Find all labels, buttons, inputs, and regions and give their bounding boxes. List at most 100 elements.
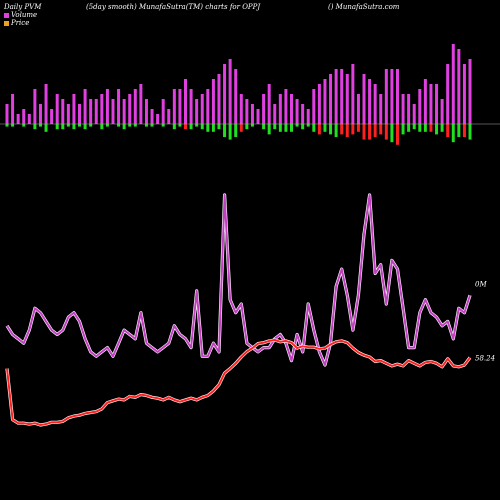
volume-bar-up bbox=[100, 94, 104, 124]
volume-bar-up bbox=[5, 104, 9, 124]
volume-bar-down bbox=[278, 124, 282, 132]
volume-bar-up bbox=[262, 94, 266, 124]
volume-bar-up bbox=[423, 79, 427, 124]
volume-bar-down bbox=[239, 124, 243, 132]
volume-bar-down bbox=[395, 124, 399, 145]
volume-bar-up bbox=[373, 84, 377, 124]
volume-bar-up bbox=[78, 104, 82, 124]
volume-bar-up bbox=[211, 79, 215, 124]
volume-bar-up bbox=[228, 59, 232, 124]
volume-bar-down bbox=[66, 124, 70, 127]
volume-bar-up bbox=[284, 89, 288, 124]
volume-bar-up bbox=[172, 89, 176, 124]
volume-bar-down bbox=[457, 124, 461, 137]
volume-bar-up bbox=[22, 109, 26, 124]
volume-bar-up bbox=[323, 79, 327, 124]
volume-bar-up bbox=[200, 94, 204, 124]
volume-bar-up bbox=[384, 69, 388, 124]
volume-bar-down bbox=[423, 124, 427, 132]
volume-bar-down bbox=[451, 124, 455, 143]
volume-bar-up bbox=[111, 99, 115, 124]
volume-bar-up bbox=[412, 104, 416, 124]
volume-bar-up bbox=[139, 84, 143, 124]
volume-bar-down bbox=[44, 124, 48, 132]
volume-bar-up bbox=[457, 49, 461, 124]
volume-bar-down bbox=[345, 124, 349, 137]
volume-bar-down bbox=[429, 124, 433, 132]
volume-bar-up bbox=[256, 109, 260, 124]
volume-bar-down bbox=[390, 124, 394, 143]
volume-bar-up bbox=[429, 84, 433, 124]
volume-bar-down bbox=[5, 124, 9, 127]
volume-bar-up bbox=[178, 89, 182, 124]
volume-bar-down bbox=[228, 124, 232, 140]
volume-bars bbox=[5, 44, 472, 145]
volume-bar-down bbox=[368, 124, 372, 140]
volume-bar-up bbox=[301, 104, 305, 124]
volume-bar-up bbox=[16, 114, 20, 124]
volume-bar-up bbox=[334, 69, 338, 124]
volume-bar-down bbox=[38, 124, 42, 127]
legend-price-swatch bbox=[4, 20, 9, 26]
volume-bar-up bbox=[250, 104, 254, 124]
volume-bar-down bbox=[250, 124, 254, 127]
volume-bar-down bbox=[122, 124, 126, 130]
volume-bar-up bbox=[223, 64, 227, 124]
volume-bar-up bbox=[306, 109, 310, 124]
volume-bar-down bbox=[61, 124, 65, 130]
volume-bar-up bbox=[289, 94, 293, 124]
volume-bar-up bbox=[128, 94, 132, 124]
volume-bar-down bbox=[329, 124, 333, 135]
volume-bar-up bbox=[278, 94, 282, 124]
volume-bar-up bbox=[33, 89, 37, 124]
volume-bar-up bbox=[435, 84, 439, 124]
volume-bar-up bbox=[50, 109, 54, 124]
legend-volume-label: Volume bbox=[11, 11, 38, 19]
legend-price: Price bbox=[4, 19, 29, 27]
volume-bar-up bbox=[189, 89, 193, 124]
volume-bar-up bbox=[83, 89, 87, 124]
volume-bar-up bbox=[122, 99, 126, 124]
volume-bar-up bbox=[395, 69, 399, 124]
volume-bar-up bbox=[206, 89, 210, 124]
volume-bar-down bbox=[284, 124, 288, 132]
volume-bar-up bbox=[446, 64, 450, 124]
volume-bar-up bbox=[468, 59, 472, 124]
volume-bar-up bbox=[340, 69, 344, 124]
volume-bar-down bbox=[211, 124, 215, 132]
volume-bar-up bbox=[55, 94, 59, 124]
volume-bar-down bbox=[440, 124, 444, 132]
volume-bar-down bbox=[189, 124, 193, 130]
legend-volume: Volume bbox=[4, 11, 37, 19]
volume-bar-up bbox=[401, 94, 405, 124]
volume-bar-up bbox=[11, 94, 15, 124]
volume-bar-down bbox=[373, 124, 377, 137]
volume-bar-up bbox=[167, 109, 171, 124]
volume-bar-down bbox=[117, 124, 121, 127]
volume-bar-down bbox=[418, 124, 422, 132]
volume-bar-up bbox=[105, 89, 109, 124]
volume-bar-up bbox=[407, 94, 411, 124]
volume-bar-down bbox=[195, 124, 199, 127]
volume-bar-down bbox=[468, 124, 472, 140]
volume-bar-up bbox=[94, 99, 98, 124]
volume-end-label: 0M bbox=[475, 280, 487, 288]
volume-bar-up bbox=[356, 94, 360, 124]
volume-bar-up bbox=[368, 79, 372, 124]
volume-bar-up bbox=[72, 94, 76, 124]
volume-bar-down bbox=[334, 124, 338, 137]
volume-bar-up bbox=[234, 69, 238, 124]
volume-bar-down bbox=[161, 124, 165, 127]
volume-bar-up bbox=[295, 99, 299, 124]
chart-header-left: Daily PVM bbox=[4, 3, 42, 11]
volume-bar-down bbox=[178, 124, 182, 127]
volume-bar-up bbox=[267, 84, 271, 124]
volume-bar-up bbox=[184, 79, 188, 124]
volume-bar-down bbox=[262, 124, 266, 130]
price-line bbox=[6, 339, 471, 426]
volume-bar-up bbox=[144, 99, 148, 124]
volume-bar-up bbox=[150, 109, 154, 124]
volume-bar-down bbox=[128, 124, 132, 127]
